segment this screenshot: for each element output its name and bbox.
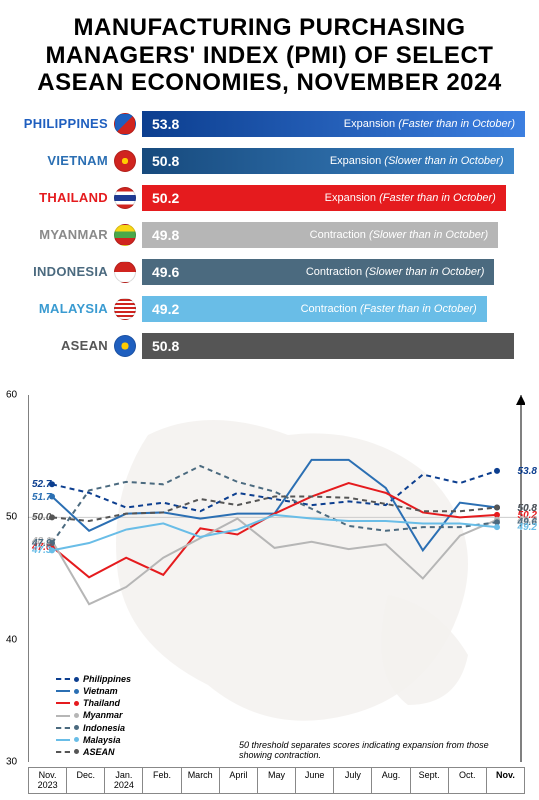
bar-status: Expansion (Slower than in October)	[330, 155, 504, 167]
series-end-label: 49.2	[518, 522, 537, 533]
line-chart-region: 30405060 PhilippinesVietnamThailandMyanm…	[0, 395, 539, 800]
flag-icon	[114, 187, 136, 209]
bar-track: 49.6 Contraction (Slower than in October…	[142, 259, 525, 285]
chart-legend: PhilippinesVietnamThailandMyanmarIndones…	[56, 673, 131, 758]
bar-row: INDONESIA 49.6 Contraction (Slower than …	[14, 257, 525, 287]
flag-icon	[114, 113, 136, 135]
bar-row: ASEAN 50.8	[14, 331, 525, 361]
bar-fill: 49.2 Contraction (Faster than in October…	[142, 296, 487, 322]
legend-item: Philippines	[56, 673, 131, 685]
page-title: MANUFACTURING PURCHASING MANAGERS' INDEX…	[0, 0, 539, 109]
bar-value: 49.2	[152, 301, 179, 317]
bar-status: Contraction (Faster than in October)	[301, 303, 477, 315]
country-label: PHILIPPINES	[14, 116, 114, 131]
x-tick-label: April	[220, 767, 258, 794]
x-tick-label: Dec.	[67, 767, 105, 794]
bar-fill: 49.6 Contraction (Slower than in October…	[142, 259, 494, 285]
flag-icon	[114, 224, 136, 246]
country-label: INDONESIA	[14, 264, 114, 279]
bar-status: Contraction (Slower than in October)	[310, 229, 489, 241]
bar-track: 49.2 Contraction (Faster than in October…	[142, 296, 525, 322]
bar-row: THAILAND 50.2 Expansion (Faster than in …	[14, 183, 525, 213]
bar-track: 50.8 Expansion (Slower than in October)	[142, 148, 525, 174]
bar-value: 50.8	[152, 153, 179, 169]
y-tick-label: 50	[6, 512, 17, 523]
series-start-label: 47.3	[32, 545, 51, 556]
legend-item: Indonesia	[56, 722, 131, 734]
series-start-label: 52.7	[32, 479, 51, 490]
bar-fill: 49.8 Contraction (Slower than in October…	[142, 222, 498, 248]
x-axis: Nov.2023Dec.Jan.2024Feb.MarchAprilMayJun…	[28, 767, 525, 794]
x-tick-label: Oct.	[449, 767, 487, 794]
chart-footnote: 50 threshold separates scores indicating…	[239, 740, 519, 760]
bar-track: 50.8	[142, 333, 525, 359]
flag-icon	[114, 298, 136, 320]
country-label: VIETNAM	[14, 153, 114, 168]
bar-fill: 53.8 Expansion (Faster than in October)	[142, 111, 525, 137]
bar-list: PHILIPPINES 53.8 Expansion (Faster than …	[0, 109, 539, 361]
country-label: THAILAND	[14, 190, 114, 205]
x-tick-label: Jan.2024	[105, 767, 143, 794]
y-tick-label: 60	[6, 390, 17, 401]
legend-item: Malaysia	[56, 734, 131, 746]
series-end-label: 50.8	[518, 503, 537, 514]
bar-track: 49.8 Contraction (Slower than in October…	[142, 222, 525, 248]
y-tick-label: 30	[6, 757, 17, 768]
bar-value: 50.2	[152, 190, 179, 206]
bar-fill: 50.8	[142, 333, 514, 359]
legend-item: Vietnam	[56, 685, 131, 697]
bar-row: PHILIPPINES 53.8 Expansion (Faster than …	[14, 109, 525, 139]
bar-track: 50.2 Expansion (Faster than in October)	[142, 185, 525, 211]
bar-row: MALAYSIA 49.2 Contraction (Faster than i…	[14, 294, 525, 324]
flag-icon	[114, 150, 136, 172]
x-tick-label: July	[334, 767, 372, 794]
x-tick-label: Nov.	[487, 767, 525, 794]
x-tick-label: Nov.2023	[28, 767, 67, 794]
y-tick-label: 40	[6, 634, 17, 645]
legend-item: ASEAN	[56, 746, 131, 758]
bar-value: 49.6	[152, 264, 179, 280]
legend-item: Myanmar	[56, 709, 131, 721]
legend-item: Thailand	[56, 697, 131, 709]
x-tick-label: Feb.	[143, 767, 181, 794]
bar-value: 53.8	[152, 116, 179, 132]
bar-status: Expansion (Faster than in October)	[344, 118, 515, 130]
bar-fill: 50.2 Expansion (Faster than in October)	[142, 185, 506, 211]
flag-icon	[114, 261, 136, 283]
bar-row: VIETNAM 50.8 Expansion (Slower than in O…	[14, 146, 525, 176]
x-tick-label: May	[258, 767, 296, 794]
x-tick-label: Aug.	[372, 767, 410, 794]
bar-track: 53.8 Expansion (Faster than in October)	[142, 111, 525, 137]
bar-value: 49.8	[152, 227, 179, 243]
series-start-label: 51.7	[32, 492, 51, 503]
country-label: MYANMAR	[14, 227, 114, 242]
country-label: MALAYSIA	[14, 301, 114, 316]
x-tick-label: Sept.	[411, 767, 449, 794]
flag-icon	[114, 335, 136, 357]
bar-value: 50.8	[152, 338, 179, 354]
series-end-label: 53.8	[518, 466, 537, 477]
bar-status: Contraction (Slower than in October)	[306, 266, 485, 278]
x-tick-label: March	[182, 767, 220, 794]
bar-fill: 50.8 Expansion (Slower than in October)	[142, 148, 514, 174]
x-tick-label: June	[296, 767, 334, 794]
bar-status: Expansion (Faster than in October)	[325, 192, 496, 204]
country-label: ASEAN	[14, 338, 114, 353]
bar-row: MYANMAR 49.8 Contraction (Slower than in…	[14, 220, 525, 250]
series-start-label: 50.0	[32, 512, 51, 523]
